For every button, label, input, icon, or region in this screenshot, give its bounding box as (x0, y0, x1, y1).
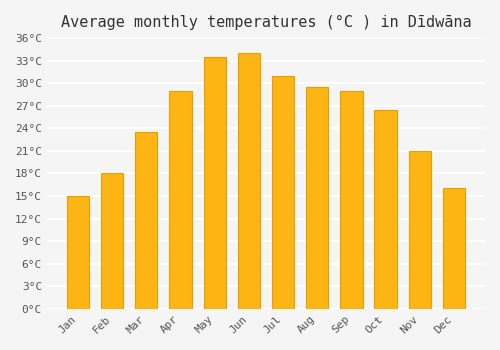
Bar (135, 132, 158, 309)
Bar (170, 91, 192, 309)
Bar (272, 76, 294, 309)
Title: Average monthly temperatures (°C ) in Dīdwāna: Average monthly temperatures (°C ) in Dī… (60, 15, 471, 30)
Bar (67, 196, 89, 309)
Bar (443, 188, 465, 309)
Bar (340, 91, 362, 309)
Bar (374, 110, 396, 309)
Bar (408, 151, 431, 309)
Bar (306, 87, 328, 309)
Bar (101, 174, 123, 309)
Bar (238, 53, 260, 309)
Bar (204, 57, 226, 309)
